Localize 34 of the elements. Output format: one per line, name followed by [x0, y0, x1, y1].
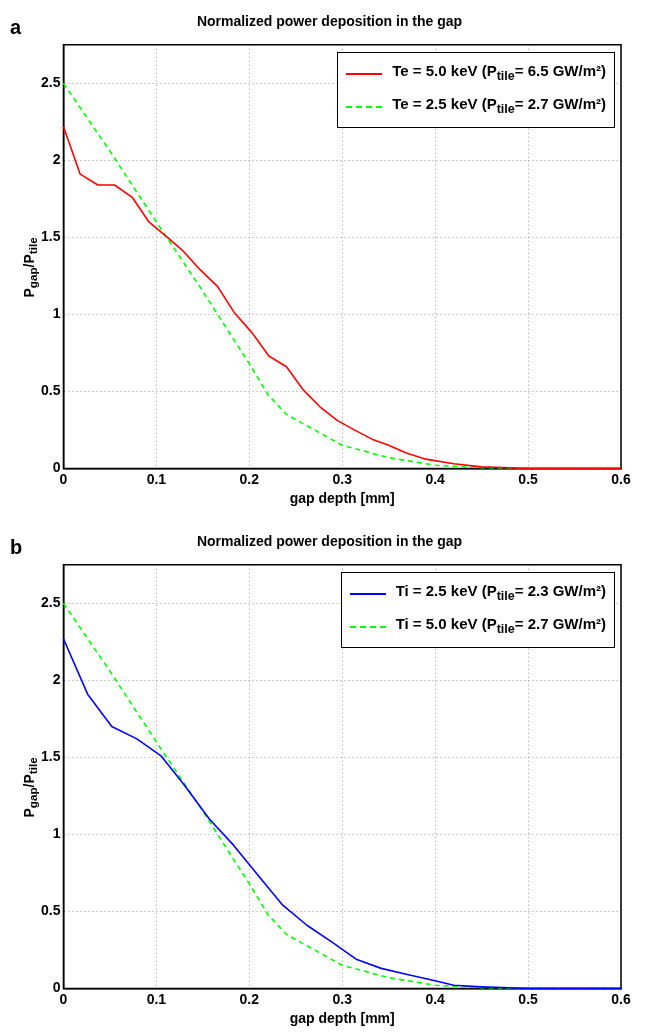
- chart-title: Normalized power deposition in the gap: [196, 13, 463, 30]
- y-tick-label: 0.5: [40, 902, 61, 919]
- x-tick-label: 0.5: [518, 990, 539, 1007]
- x-tick-label: 0.3: [332, 470, 353, 487]
- legend-label: Ti = 5.0 keV (P$_{tile}$= 2.7 GW/m²): [395, 614, 606, 638]
- y-tick-label: 0: [52, 979, 61, 996]
- x-tick-label: 0.2: [239, 470, 260, 487]
- x-axis-title: gap depth [mm]: [289, 1010, 395, 1027]
- text: b: [10, 536, 23, 559]
- y-tick-label: 0.5: [40, 382, 61, 399]
- x-tick-label: 0.6: [611, 470, 631, 487]
- legend-label: Ti = 2.5 keV (P$_{tile}$= 2.3 GW/m²): [395, 581, 606, 605]
- x-tick-label: 0.3: [332, 990, 353, 1007]
- text: a: [10, 16, 22, 39]
- chart-title: Normalized power deposition in the gap: [196, 533, 463, 550]
- y-tick-label: 1: [52, 305, 61, 322]
- legend-label: Te = 2.5 keV (P$_{tile}$= 2.7 GW/m²): [392, 94, 606, 118]
- x-tick-label: 0.4: [425, 990, 446, 1007]
- y-tick-label: 1.5: [40, 748, 61, 765]
- y-tick-label: 2: [52, 151, 61, 168]
- x-tick-label: 0.2: [239, 990, 260, 1007]
- legend-label: Te = 5.0 keV (P$_{tile}$= 6.5 GW/m²): [392, 61, 606, 85]
- y-tick-label: 1.5: [40, 228, 61, 245]
- y-tick-label: 2.5: [40, 594, 61, 611]
- y-tick-label: 1: [52, 825, 61, 842]
- x-tick-label: 0.4: [425, 470, 446, 487]
- x-tick-label: 0.5: [518, 470, 539, 487]
- x-tick-label: 0.1: [146, 990, 167, 1007]
- y-tick-label: 0: [52, 459, 61, 476]
- y-tick-label: 2: [52, 671, 61, 688]
- x-tick-label: 0.1: [146, 470, 167, 487]
- y-tick-label: 2.5: [40, 74, 61, 91]
- x-tick-label: 0.6: [611, 990, 631, 1007]
- x-axis-title: gap depth [mm]: [289, 490, 395, 507]
